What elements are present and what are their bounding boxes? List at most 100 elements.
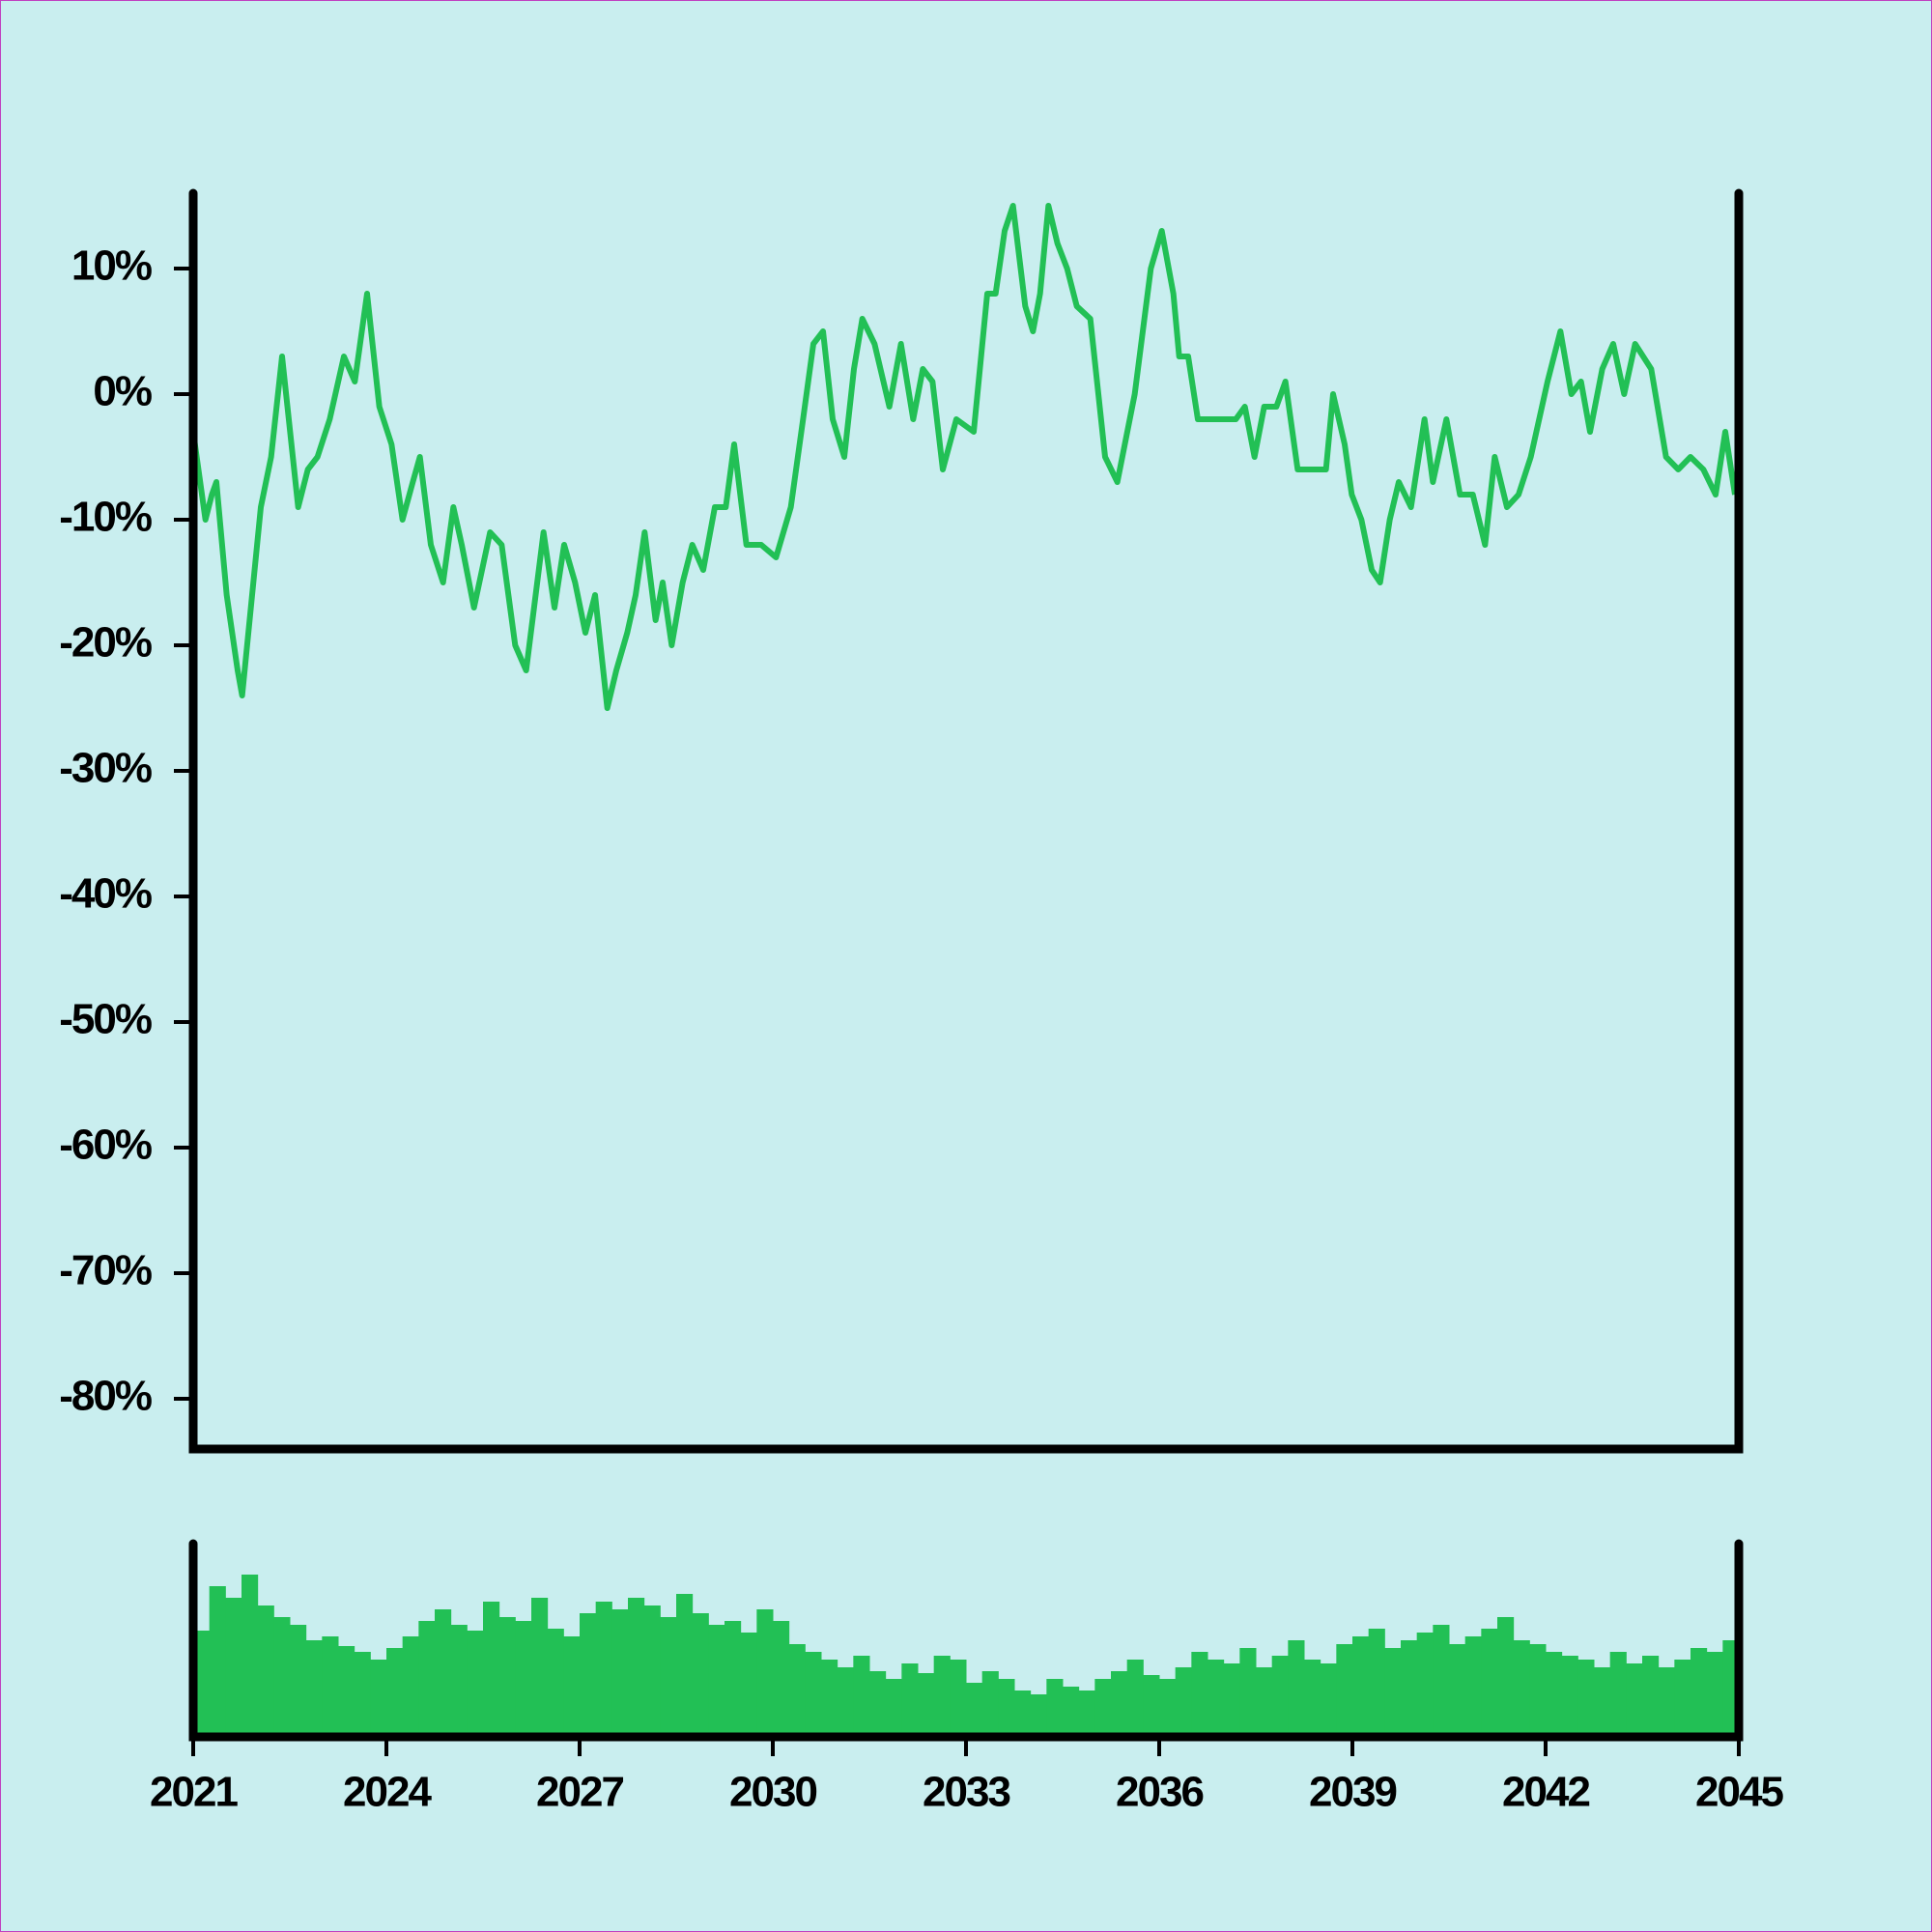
- volume-bar: [1208, 1660, 1225, 1737]
- volume-bar: [1336, 1644, 1353, 1737]
- volume-bar: [563, 1636, 581, 1737]
- x-tick-label: 2039: [1309, 1769, 1396, 1816]
- volume-bar: [531, 1598, 549, 1737]
- volume-bar: [1449, 1644, 1466, 1737]
- volume-bar: [1513, 1640, 1530, 1737]
- volume-bar: [1706, 1652, 1723, 1737]
- volume-bar: [918, 1673, 935, 1737]
- volume-bar: [821, 1660, 838, 1737]
- volume-bar: [998, 1679, 1015, 1737]
- volume-bar: [885, 1679, 902, 1737]
- volume-bar: [290, 1625, 307, 1737]
- volume-bar: [580, 1613, 597, 1737]
- volume-bar: [1529, 1644, 1547, 1737]
- volume-bar: [740, 1633, 757, 1737]
- volume-bar: [1352, 1636, 1370, 1737]
- volume-bar: [1126, 1660, 1144, 1737]
- volume-bar: [805, 1652, 822, 1737]
- volume-bar: [1159, 1679, 1177, 1737]
- volume-bar: [209, 1586, 226, 1737]
- price-panel: 10% 0% -10% -20% -30% -40% -50% -60% -70% -80%: [59, 188, 1744, 1454]
- volume-bar: [837, 1667, 854, 1737]
- volume-bar: [901, 1663, 919, 1737]
- volume-bar: [1368, 1629, 1385, 1737]
- y-tick-label: -20%: [59, 619, 152, 667]
- volume-bar: [1239, 1648, 1257, 1737]
- x-tick-label: 2042: [1502, 1769, 1589, 1816]
- volume-bar: [724, 1621, 742, 1737]
- volume-bar: [788, 1644, 806, 1737]
- y-tick-label: 10%: [71, 242, 152, 290]
- x-tick-label: 2027: [536, 1769, 623, 1816]
- volume-bar: [950, 1660, 967, 1737]
- volume-bar: [1014, 1690, 1032, 1737]
- volume-bar: [1626, 1663, 1643, 1737]
- volume-bar: [257, 1605, 274, 1737]
- volume-bar: [1416, 1633, 1434, 1737]
- volume-bar: [1078, 1690, 1095, 1737]
- axis-spine: [188, 1539, 1744, 1742]
- volume-bar: [1063, 1687, 1080, 1737]
- y-tick-label: 0%: [93, 368, 151, 415]
- axis-spine: [188, 188, 1744, 1454]
- volume-bar: [273, 1617, 291, 1737]
- volume-bar: [1094, 1679, 1112, 1737]
- volume-bar: [305, 1640, 323, 1737]
- volume-bar: [611, 1609, 629, 1737]
- volume-bar: [1561, 1656, 1578, 1737]
- volume-bar: [756, 1609, 774, 1737]
- volume-bar: [869, 1671, 887, 1737]
- volume-bar: [643, 1605, 661, 1737]
- x-tick-label: 2045: [1695, 1769, 1783, 1816]
- volume-bar: [676, 1594, 694, 1737]
- volume-bar: [1609, 1652, 1627, 1737]
- volume-bar: [1481, 1629, 1498, 1737]
- y-tick-label: -10%: [59, 494, 152, 541]
- volume-bar: [1577, 1660, 1595, 1737]
- volume-bar: [1384, 1648, 1402, 1737]
- volume-bar: [692, 1613, 709, 1737]
- x-tick-label: 2036: [1116, 1769, 1203, 1816]
- volume-bar: [595, 1602, 612, 1737]
- volume-bar: [370, 1660, 387, 1737]
- volume-bar: [498, 1617, 516, 1737]
- x-tick-label: 2033: [923, 1769, 1009, 1816]
- volume-bar: [242, 1575, 259, 1737]
- volume-bar: [467, 1631, 484, 1737]
- volume-bar: [435, 1609, 452, 1737]
- volume-bar: [1191, 1652, 1208, 1737]
- volume-bar: [1658, 1667, 1675, 1737]
- volume-bar: [708, 1625, 725, 1737]
- line: [190, 203, 1738, 711]
- volume-bar: [1320, 1663, 1337, 1737]
- volume-bar: [966, 1683, 983, 1737]
- volume-bar: [660, 1617, 677, 1737]
- volume-bar: [515, 1621, 532, 1737]
- volume-bar: [1046, 1679, 1064, 1737]
- y-tick-label: -40%: [59, 870, 152, 918]
- x-tick-label: 2021: [150, 1769, 238, 1816]
- volume-panel: 2021 2024 2027 2030 2033 2036 2039 2042 2045: [150, 1539, 1785, 1816]
- y-tick-label: -60%: [59, 1122, 152, 1169]
- x-tick-label: 2030: [729, 1769, 816, 1816]
- y-tick-label: -50%: [59, 996, 152, 1043]
- volume-bar: [1433, 1625, 1450, 1737]
- volume-bar: [981, 1671, 999, 1737]
- volume-bar: [450, 1625, 468, 1737]
- volume-bar: [1690, 1648, 1708, 1737]
- y-tick-label: -30%: [59, 745, 152, 792]
- volume-bar: [773, 1621, 790, 1737]
- y-tick-label: -70%: [59, 1247, 152, 1294]
- volume-bar: [322, 1636, 339, 1737]
- volume-bar: [1674, 1660, 1691, 1737]
- volume-bar: [547, 1629, 564, 1737]
- volume-bar: [1464, 1636, 1482, 1737]
- volume-bar: [402, 1636, 419, 1737]
- volume-bar: [1223, 1663, 1240, 1737]
- volume-bar: [225, 1598, 242, 1737]
- volume-bar: [1594, 1667, 1611, 1737]
- volume-bar: [386, 1648, 404, 1737]
- volume-bar: [483, 1602, 500, 1737]
- volume-bar: [853, 1656, 870, 1737]
